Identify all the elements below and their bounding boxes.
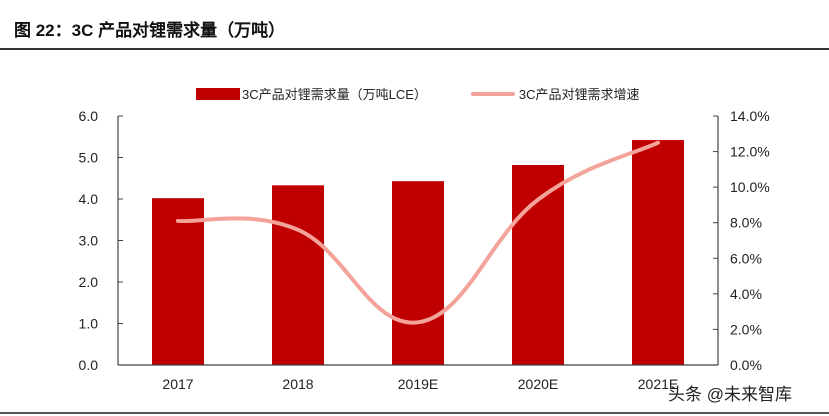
bar-2019E bbox=[392, 181, 444, 365]
left-tick-label: 3.0 bbox=[79, 233, 99, 249]
left-tick-label: 0.0 bbox=[79, 357, 99, 373]
x-tick-label: 2020E bbox=[518, 376, 558, 392]
right-tick-label: 14.0% bbox=[730, 108, 770, 124]
left-tick-label: 6.0 bbox=[79, 108, 99, 124]
watermark: 头条 @未来智库 bbox=[668, 385, 792, 404]
left-tick-label: 1.0 bbox=[79, 316, 99, 332]
right-tick-label: 6.0% bbox=[730, 250, 762, 266]
legend-bar-swatch bbox=[196, 87, 240, 100]
right-tick-label: 2.0% bbox=[730, 321, 762, 337]
bar-2021E bbox=[632, 140, 684, 365]
legend-line-swatch bbox=[470, 91, 515, 96]
left-tick-label: 2.0 bbox=[79, 274, 99, 290]
right-tick-label: 4.0% bbox=[730, 286, 762, 302]
bar-2020E bbox=[512, 164, 564, 365]
figure-title: 图 22：3C 产品对锂需求量（万吨） bbox=[14, 21, 286, 40]
x-tick-label: 2017 bbox=[162, 376, 193, 392]
legend-line-label: 3C产品对锂需求增速 bbox=[518, 87, 640, 102]
top-divider bbox=[0, 48, 829, 50]
bar-2018 bbox=[272, 185, 324, 365]
left-tick-label: 4.0 bbox=[79, 191, 99, 207]
right-tick-label: 0.0% bbox=[730, 357, 762, 373]
right-tick-label: 8.0% bbox=[730, 215, 762, 231]
left-tick-label: 5.0 bbox=[79, 150, 99, 166]
x-tick-label: 2021E bbox=[638, 376, 678, 392]
right-tick-label: 10.0% bbox=[730, 179, 770, 195]
right-tick-label: 12.0% bbox=[730, 144, 770, 160]
legend-bar-label: 3C产品对锂需求量（万吨LCE） bbox=[242, 87, 427, 102]
bar-2017 bbox=[152, 198, 204, 365]
bottom-divider bbox=[0, 412, 829, 414]
x-tick-label: 2018 bbox=[282, 376, 313, 392]
legend: 3C产品对锂需求量（万吨LCE） 3C产品对锂需求增速 bbox=[196, 84, 640, 103]
x-tick-label: 2019E bbox=[398, 376, 438, 392]
